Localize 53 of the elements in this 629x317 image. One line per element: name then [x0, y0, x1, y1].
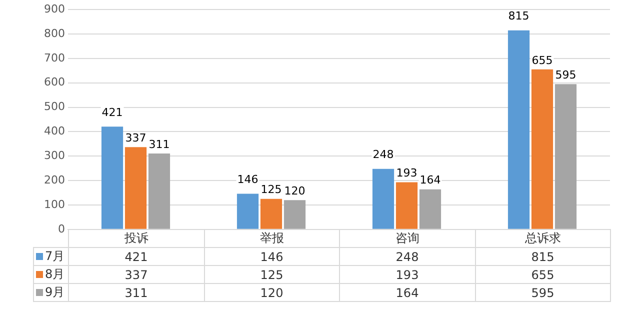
data-label: 337	[68, 266, 204, 284]
bar	[372, 168, 394, 229]
data-label: 125	[204, 266, 340, 284]
y-tick-label: 0	[58, 222, 65, 236]
bar	[260, 198, 282, 229]
text: 193	[396, 166, 418, 180]
legend-label: 8月	[34, 266, 68, 284]
bar	[396, 182, 418, 229]
bar	[236, 194, 259, 229]
data-label: 120	[204, 284, 340, 302]
y-tick-label: 900	[44, 2, 65, 16]
y-tick-label: 700	[44, 51, 65, 64]
bar	[554, 84, 577, 229]
data-label: 815	[475, 248, 610, 266]
text: 125	[260, 183, 282, 196]
legend-label: 7月	[34, 248, 68, 266]
text: 146	[237, 173, 258, 186]
text: 164	[420, 174, 441, 187]
bar	[419, 189, 442, 229]
legend-label: 9月	[34, 284, 68, 302]
bar	[531, 69, 554, 229]
x-tick-label: 投诉	[68, 230, 204, 248]
data-label: 311	[68, 284, 204, 302]
x-tick-label: 咨询	[340, 230, 475, 248]
bar	[148, 153, 170, 229]
y-tick-label: 400	[44, 124, 65, 138]
y-tick-label: 100	[44, 198, 65, 211]
y-tick-label: 600	[44, 76, 65, 89]
data-label: 193	[340, 266, 475, 284]
text: 421	[102, 106, 123, 119]
bar	[508, 30, 530, 229]
y-tick-label: 800	[44, 26, 65, 40]
data-label: 164	[340, 284, 475, 302]
data-label: 655	[475, 266, 610, 284]
data-label: 146	[204, 248, 340, 266]
text: 120	[284, 184, 306, 198]
data-label: 248	[340, 248, 475, 266]
text: 815	[508, 10, 530, 23]
bar	[101, 126, 124, 229]
text: 248	[372, 148, 394, 162]
data-label: 421	[68, 248, 204, 266]
y-tick-label: 300	[44, 148, 65, 162]
y-tick-label: 500	[44, 100, 65, 114]
text: 655	[532, 54, 553, 67]
y-tick-label: 200	[44, 173, 65, 186]
data-label: 595	[475, 284, 610, 302]
text: 595	[555, 68, 576, 82]
text: 311	[148, 138, 170, 151]
x-tick-label: 总诉求	[475, 230, 610, 248]
x-tick-label: 举报	[204, 230, 340, 248]
bar	[284, 200, 306, 229]
text: 337	[125, 131, 146, 144]
bar	[124, 147, 147, 229]
